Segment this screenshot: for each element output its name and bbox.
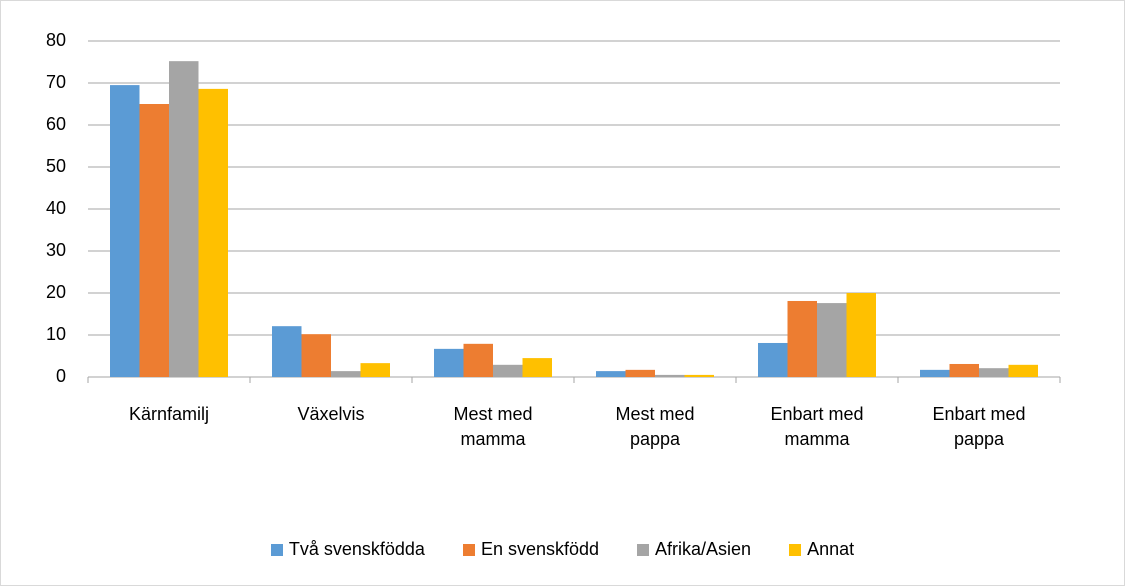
y-tick-label: 10: [46, 324, 66, 344]
x-tick-label: Kärnfamilj: [128, 404, 210, 424]
legend-item: Två svenskfödda: [270, 539, 425, 560]
y-tick-label: 80: [46, 30, 66, 50]
bar: [758, 342, 788, 377]
bar: [301, 334, 331, 377]
y-tick-label: 20: [46, 282, 66, 302]
bar: [684, 374, 714, 377]
y-tick-label: 70: [46, 72, 66, 92]
bar: [331, 371, 361, 377]
bar: [596, 371, 626, 377]
x-tick-label: Enbart med pappa: [932, 404, 1026, 449]
bar: [817, 303, 847, 377]
legend-label: En svenskfödd: [480, 539, 600, 559]
x-tick-label: Mest med pappa: [615, 404, 695, 449]
bar: [625, 369, 655, 377]
bar: [360, 363, 390, 377]
legend-item: En svenskfödd: [462, 539, 600, 560]
bar: [198, 88, 228, 377]
bar: [272, 326, 302, 377]
bar: [1008, 364, 1038, 377]
bar: [522, 358, 552, 377]
legend-item: Afrika/Asien: [637, 539, 751, 560]
bar: [949, 363, 979, 377]
x-tick-label: Enbart med mamma: [770, 404, 864, 449]
legend-swatch: [637, 543, 650, 556]
legend-item: Annat: [789, 539, 854, 560]
bar: [169, 61, 199, 377]
bar: [979, 368, 1009, 377]
bar: [920, 369, 950, 377]
x-tick-label: Mest med mamma: [453, 404, 533, 449]
bar: [434, 348, 464, 377]
legend-swatch: [462, 543, 475, 556]
bar: [110, 85, 140, 377]
bar: [463, 343, 493, 377]
y-tick-label: 0: [56, 366, 66, 386]
y-tick-label: 50: [46, 156, 66, 176]
bar: [655, 374, 685, 377]
bar: [139, 104, 169, 377]
y-tick-label: 30: [46, 240, 66, 260]
bar: [846, 293, 876, 377]
y-tick-label: 60: [46, 114, 66, 134]
legend-label: Två svenskfödda: [288, 539, 425, 559]
legend-swatch: [789, 543, 802, 556]
legend: Två svenskfödda En svenskfödd Afrika/Asien…: [0, 539, 1125, 560]
y-tick-label: 40: [46, 198, 66, 218]
bar: [787, 300, 817, 377]
bar: [493, 364, 523, 377]
legend-swatch: [270, 543, 283, 556]
legend-label: Annat: [807, 539, 855, 559]
x-tick-label: Växelvis: [297, 404, 365, 424]
legend-label: Afrika/Asien: [655, 539, 752, 559]
